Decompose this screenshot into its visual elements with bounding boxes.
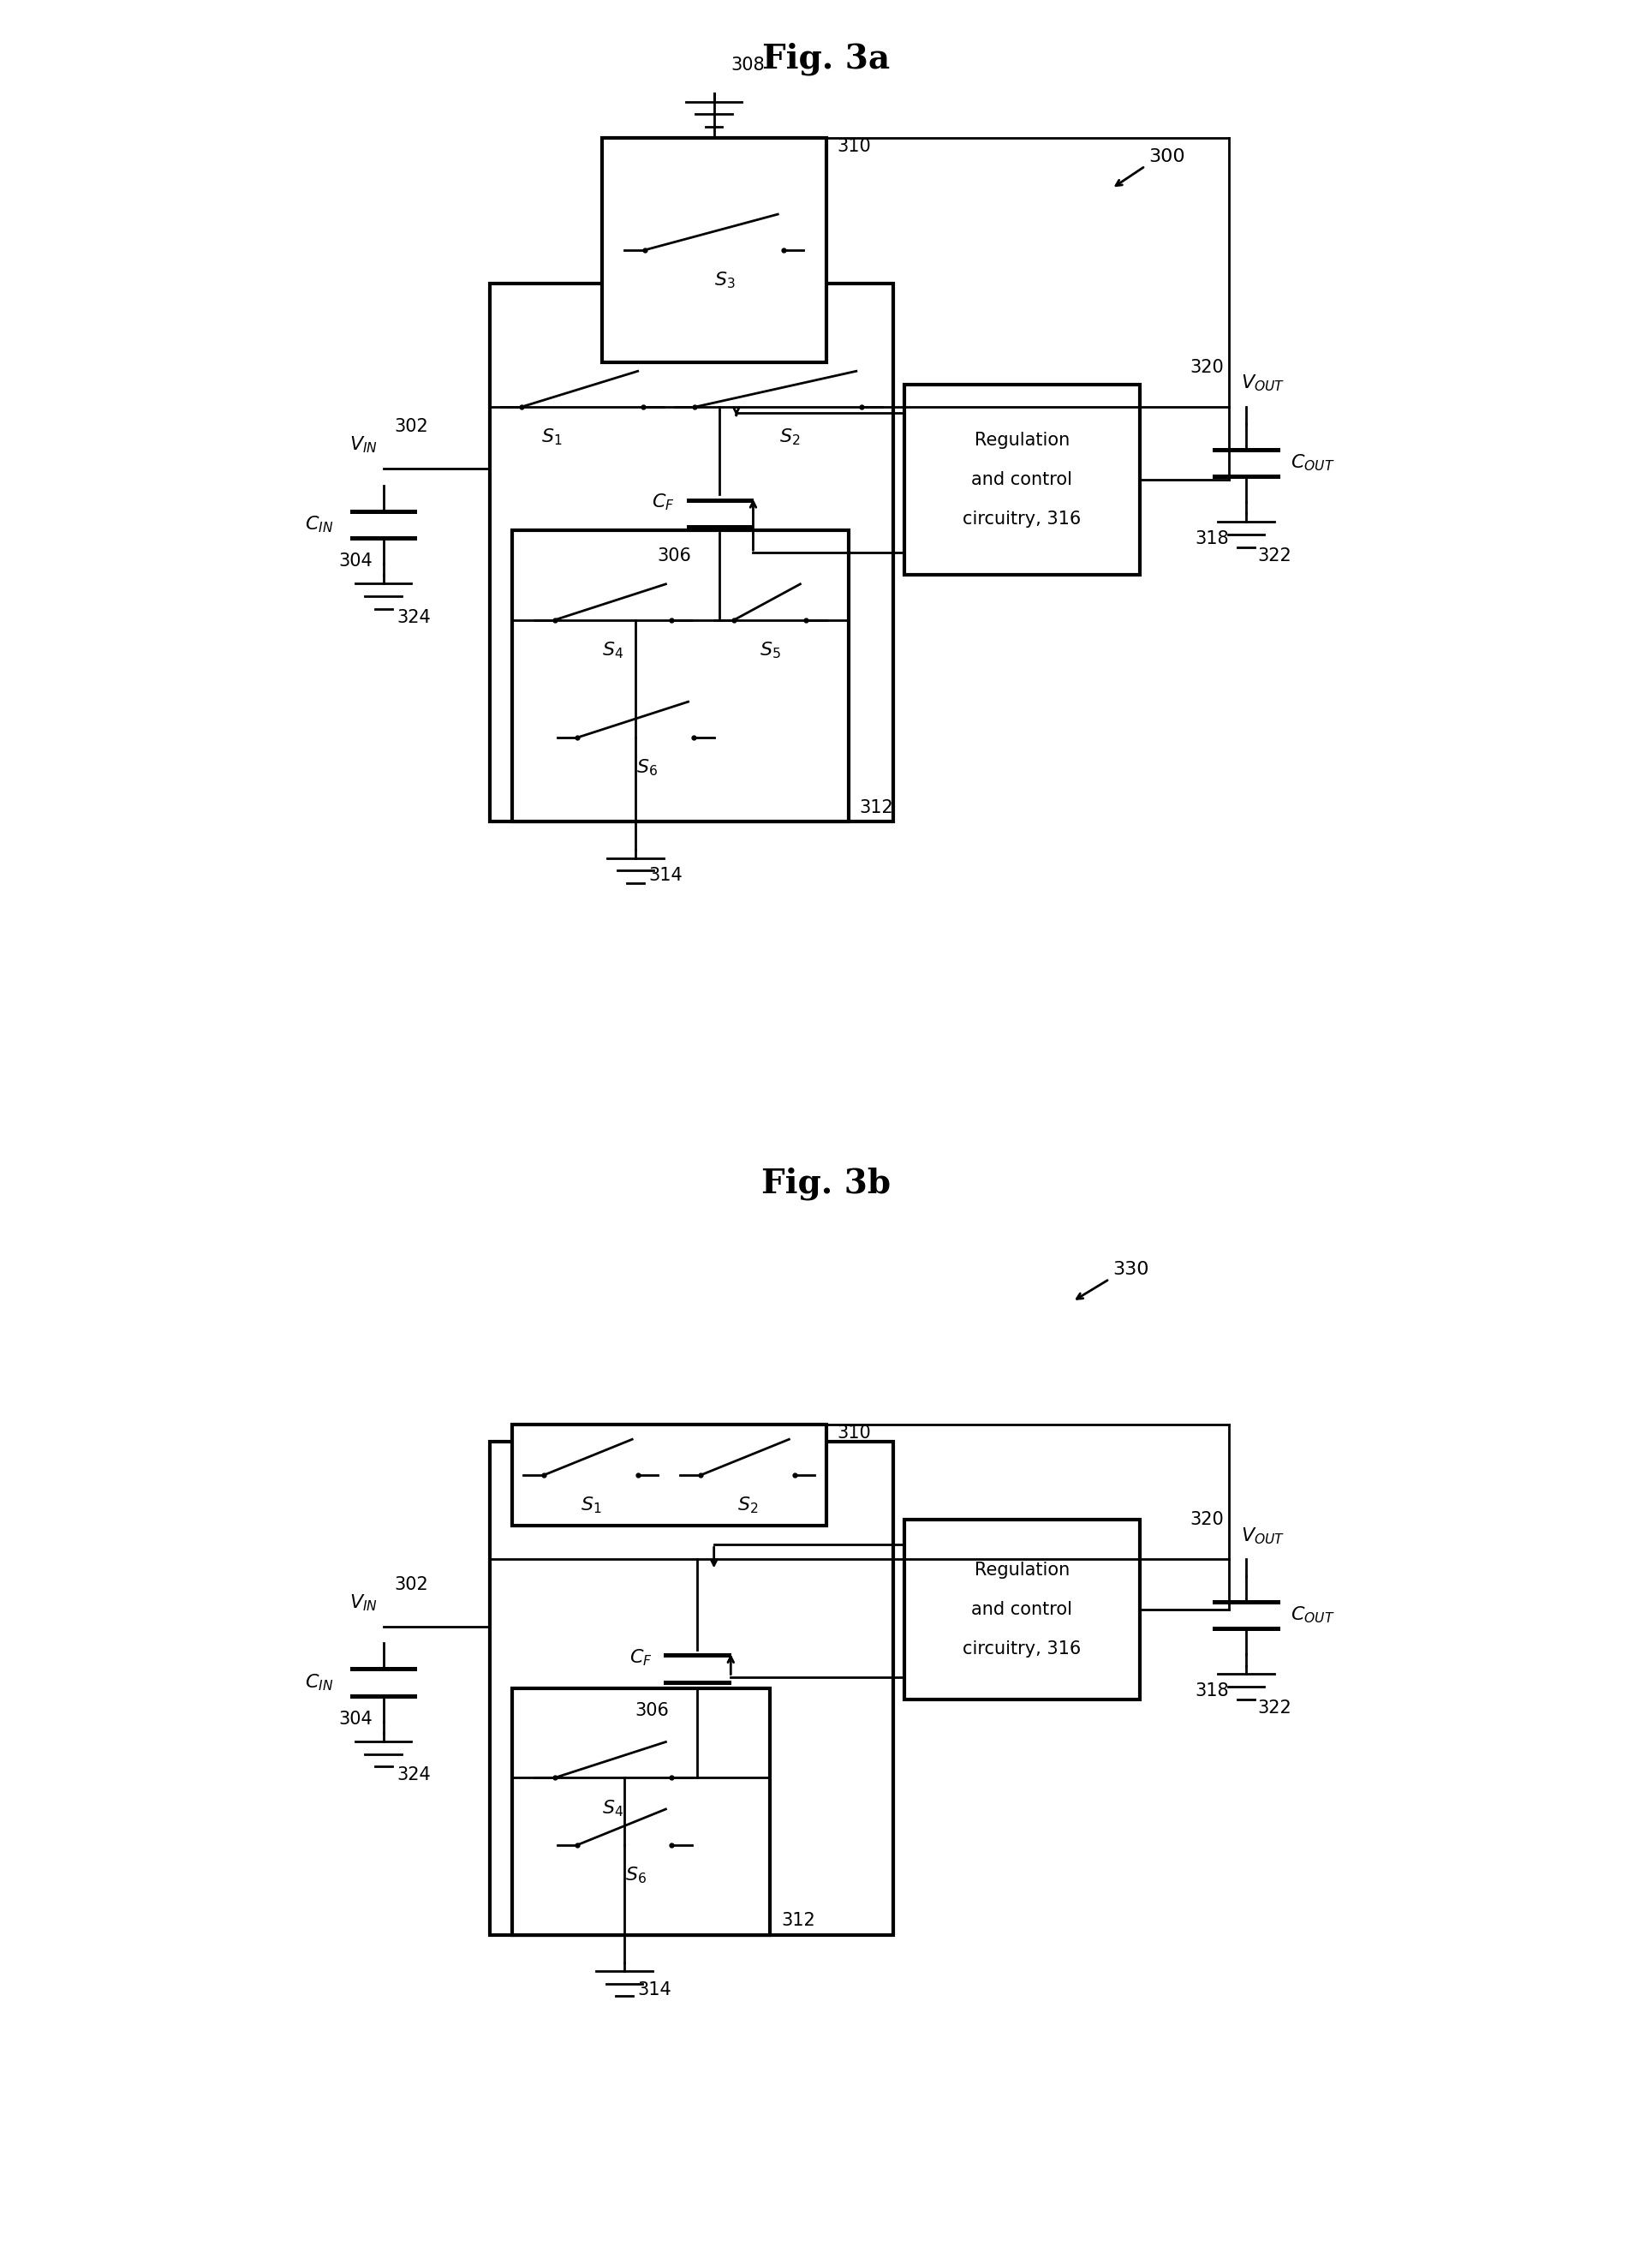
Text: $V_{IN}$: $V_{IN}$ (350, 1592, 378, 1612)
Text: $C_{OUT}$: $C_{OUT}$ (1290, 1606, 1335, 1626)
FancyBboxPatch shape (512, 1426, 826, 1525)
Text: $C_F$: $C_F$ (629, 1646, 653, 1666)
Text: $S_5$: $S_5$ (760, 640, 781, 660)
Text: $V_{IN}$: $V_{IN}$ (350, 435, 378, 455)
Text: $S_6$: $S_6$ (624, 1865, 646, 1885)
Text: Fig. 3a: Fig. 3a (762, 43, 890, 77)
Text: 302: 302 (395, 1576, 428, 1592)
Text: $S_2$: $S_2$ (737, 1495, 758, 1516)
Text: $S_1$: $S_1$ (540, 428, 562, 448)
Text: Regulation: Regulation (975, 432, 1070, 448)
Text: 314: 314 (649, 867, 682, 883)
Text: $S_4$: $S_4$ (603, 640, 624, 660)
FancyBboxPatch shape (512, 529, 849, 822)
FancyBboxPatch shape (512, 1689, 770, 1934)
Text: 318: 318 (1196, 529, 1229, 547)
Text: 304: 304 (339, 1712, 372, 1727)
Text: 322: 322 (1257, 1700, 1292, 1716)
Text: $C_F$: $C_F$ (653, 493, 674, 513)
Text: $V_{OUT}$: $V_{OUT}$ (1241, 1525, 1285, 1545)
Text: and control: and control (971, 1601, 1072, 1619)
Text: 330: 330 (1113, 1261, 1150, 1277)
Text: 320: 320 (1189, 358, 1224, 376)
Text: 322: 322 (1257, 547, 1292, 565)
Text: 312: 312 (859, 799, 894, 815)
FancyBboxPatch shape (601, 137, 826, 363)
Text: $C_{IN}$: $C_{IN}$ (304, 1673, 334, 1694)
Text: $C_{IN}$: $C_{IN}$ (304, 513, 334, 534)
Text: $S_6$: $S_6$ (636, 757, 657, 777)
Text: 310: 310 (838, 137, 871, 155)
FancyBboxPatch shape (904, 1520, 1140, 1700)
Text: 324: 324 (396, 1766, 431, 1784)
Text: Regulation: Regulation (975, 1563, 1070, 1579)
Text: 308: 308 (730, 56, 765, 74)
Text: $V_{OUT}$: $V_{OUT}$ (1241, 374, 1285, 394)
Text: 320: 320 (1189, 1511, 1224, 1527)
Text: Fig. 3b: Fig. 3b (762, 1167, 890, 1200)
Text: circuitry, 316: circuitry, 316 (963, 1639, 1082, 1657)
Text: 310: 310 (838, 1426, 871, 1441)
FancyBboxPatch shape (904, 385, 1140, 574)
Text: $S_4$: $S_4$ (603, 1797, 624, 1817)
Text: 304: 304 (339, 552, 372, 570)
Text: 306: 306 (634, 1703, 669, 1718)
Text: $S_1$: $S_1$ (580, 1495, 601, 1516)
Text: 302: 302 (395, 419, 428, 435)
Text: 318: 318 (1196, 1682, 1229, 1700)
Text: 300: 300 (1148, 149, 1184, 164)
Text: circuitry, 316: circuitry, 316 (963, 511, 1082, 527)
Text: 324: 324 (396, 608, 431, 626)
Text: $S_3$: $S_3$ (715, 270, 735, 291)
Text: 306: 306 (657, 547, 692, 565)
Text: $C_{OUT}$: $C_{OUT}$ (1290, 453, 1335, 473)
Text: 312: 312 (781, 1912, 814, 1930)
Text: 314: 314 (638, 1982, 672, 2000)
Text: $S_2$: $S_2$ (780, 428, 800, 448)
Text: and control: and control (971, 471, 1072, 489)
